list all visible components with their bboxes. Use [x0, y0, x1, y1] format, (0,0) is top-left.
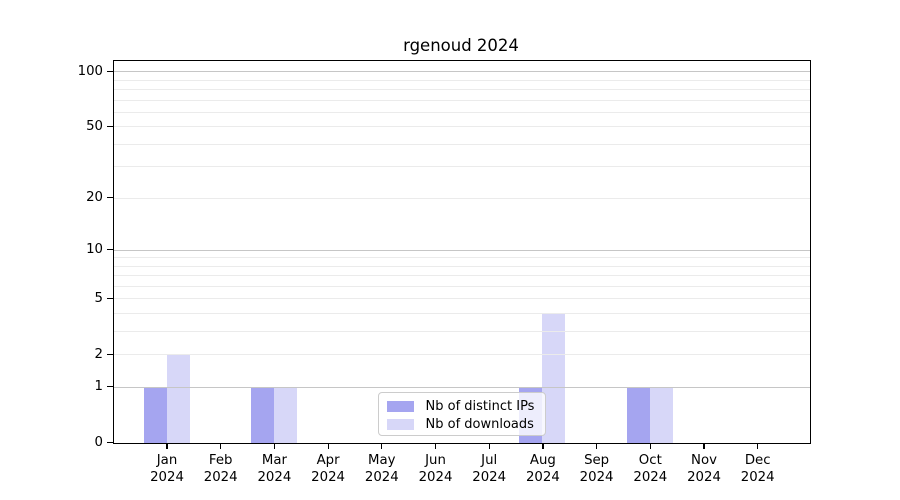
y-tick-label-0: 0 [94, 435, 103, 450]
gridline-60 [113, 111, 810, 113]
y-tick-mark [107, 353, 113, 355]
x-tick-mark [542, 444, 544, 449]
legend-item-downloads: Nb of downloads [386, 416, 537, 433]
x-tick-label-sep: Sep 2024 [579, 453, 614, 485]
x-tick-mark [381, 444, 383, 449]
y-tick-mark [107, 297, 113, 299]
bar-downloads-aug [542, 313, 566, 443]
y-tick-label-1: 1 [94, 379, 103, 395]
gridline-100 [113, 71, 810, 73]
x-tick-mark [703, 444, 705, 449]
x-tick-mark [327, 444, 329, 449]
x-tick-label-feb: Feb 2024 [203, 453, 238, 485]
gridline-6 [113, 286, 810, 287]
x-tick-label-jun: Jun 2024 [418, 453, 453, 485]
x-tick-mark [488, 444, 490, 449]
y-tick-label-20: 20 [86, 190, 103, 206]
gridline-90 [113, 79, 810, 81]
legend-item-distinct-ips: Nb of distinct IPs [386, 398, 537, 415]
gridline-70 [113, 99, 810, 101]
x-tick-label-nov: Nov 2024 [687, 453, 721, 485]
x-tick-label-oct: Oct 2024 [633, 453, 668, 485]
bar-downloads-jan [166, 354, 190, 443]
x-tick-mark [166, 444, 168, 449]
gridline-8 [113, 265, 810, 267]
y-tick-mark [107, 386, 113, 388]
y-tick-label-50: 50 [86, 118, 103, 134]
x-tick-label-jul: Jul 2024 [472, 453, 507, 485]
y-tick-mark [107, 125, 113, 127]
gridline-9 [113, 257, 810, 259]
gridline-50 [113, 126, 810, 128]
y-tick-mark [107, 249, 113, 251]
x-tick-mark [220, 444, 222, 449]
gridlines-layer [113, 61, 810, 443]
gridline-7 [113, 275, 810, 277]
gridline-1 [113, 386, 810, 388]
x-tick-label-jan: Jan 2024 [150, 453, 184, 485]
gridline-80 [113, 89, 810, 90]
bar-downloads-oct [649, 387, 673, 443]
x-tick-label-apr: Apr 2024 [311, 453, 346, 485]
x-tick-label-dec: Dec 2024 [740, 453, 775, 485]
gridline-4 [113, 313, 810, 314]
bar-ips-mar [250, 387, 274, 443]
legend-label-downloads: Nb of downloads [425, 417, 534, 432]
y-tick-mark [107, 70, 113, 72]
gridline-3 [113, 331, 810, 332]
x-tick-mark [596, 444, 598, 449]
plot-area: Nb of distinct IPs Nb of downloads [112, 60, 811, 444]
chart-title: rgenoud 2024 [403, 36, 519, 55]
x-tick-label-may: May 2024 [364, 453, 399, 485]
y-tick-label-100: 100 [77, 63, 103, 79]
x-tick-mark [757, 444, 759, 449]
gridline-10 [113, 249, 810, 251]
x-tick-mark [649, 444, 651, 449]
legend-swatch-distinct-ips-icon [386, 401, 414, 412]
legend-swatch-downloads-icon [386, 419, 414, 430]
legend-label-distinct-ips: Nb of distinct IPs [425, 399, 535, 414]
y-tick-label-10: 10 [86, 242, 103, 258]
gridline-5 [113, 298, 810, 300]
bar-ips-jan [143, 387, 167, 443]
y-tick-label-2: 2 [94, 346, 103, 362]
y-tick-mark [107, 196, 113, 199]
gridline-30 [113, 166, 810, 168]
x-tick-label-aug: Aug 2024 [525, 453, 560, 485]
gridline-20 [113, 197, 810, 199]
y-tick-label-5: 5 [94, 290, 103, 306]
gridline-2 [113, 354, 810, 356]
x-tick-label-mar: Mar 2024 [257, 453, 292, 485]
bar-ips-oct [626, 387, 650, 443]
x-tick-mark [434, 444, 437, 449]
y-tick-mark [107, 441, 113, 444]
bar-downloads-mar [273, 387, 297, 443]
x-tick-mark [273, 444, 276, 449]
legend: Nb of distinct IPs Nb of downloads [377, 392, 546, 436]
gridline-40 [113, 143, 810, 145]
